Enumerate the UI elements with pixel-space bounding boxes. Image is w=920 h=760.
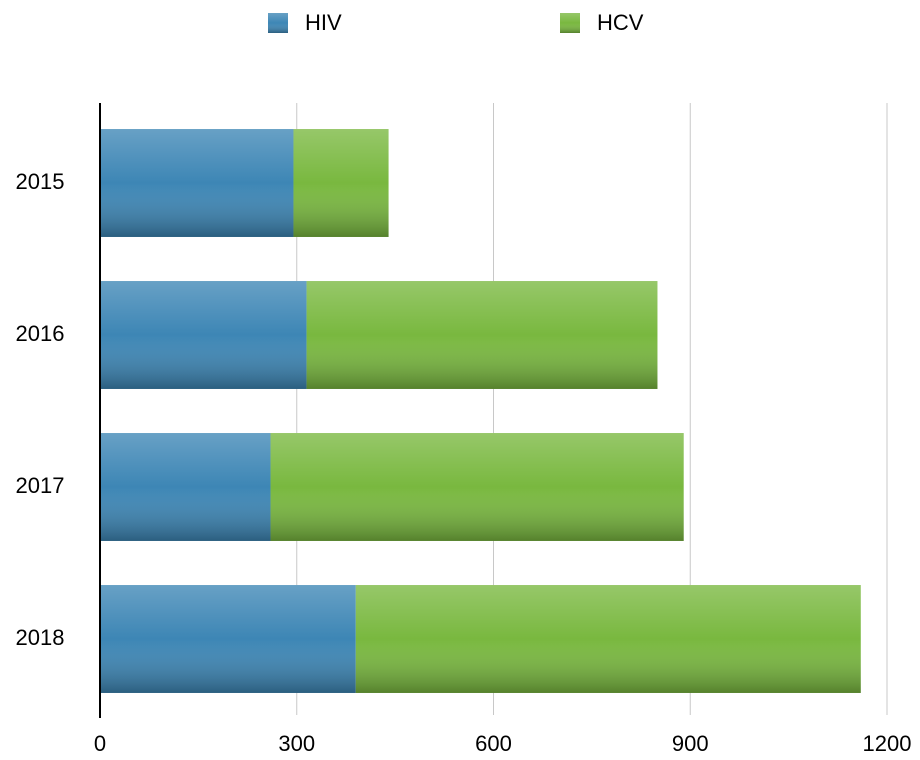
bar-shade (100, 585, 356, 693)
bar-shade (100, 129, 294, 237)
legend-label: HCV (597, 10, 644, 35)
y-tick-label: 2016 (16, 321, 65, 346)
bar-shade (100, 433, 271, 541)
bar-shade (355, 585, 861, 693)
legend-label: HIV (305, 10, 342, 35)
y-tick-label: 2015 (16, 169, 65, 194)
x-tick-label: 900 (672, 731, 709, 755)
legend-swatch-shade (268, 13, 288, 33)
bar-shade (306, 281, 658, 389)
x-tick-label: 600 (475, 731, 512, 755)
x-tick-label: 0 (94, 731, 106, 755)
legend-swatch-shade (560, 13, 580, 33)
bar-shade (270, 433, 684, 541)
x-tick-label: 1200 (863, 731, 912, 755)
bar-shade (100, 281, 307, 389)
x-tick-label: 300 (278, 731, 315, 755)
y-tick-label: 2018 (16, 625, 65, 650)
y-tick-label: 2017 (16, 473, 65, 498)
bar-shade (293, 129, 389, 237)
